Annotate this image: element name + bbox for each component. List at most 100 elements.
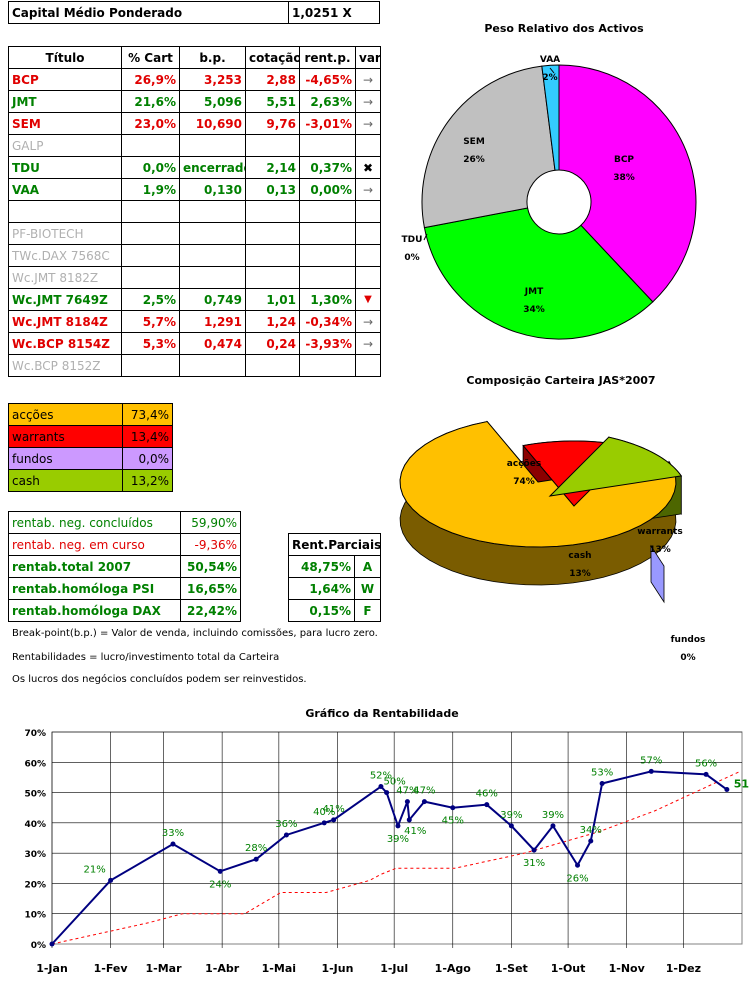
- data-point: [575, 862, 581, 868]
- table-row: Wc.JMT 8182Z: [8, 266, 381, 289]
- partials-table: Rent.Parciais 48,75% A 1,64% W 0,15% F: [287, 533, 382, 622]
- cell-bp: [179, 134, 246, 157]
- pie-percent-label: 74%: [513, 477, 535, 487]
- asset-weight-pie-chart: Peso Relativo dos Activos BCP 38% JMT 34% TDU…: [402, 22, 697, 340]
- data-point: [378, 784, 384, 790]
- returns-row: rentab. neg. concluídos 59,90%: [8, 511, 241, 534]
- pie-slice-bcp: [558, 64, 697, 303]
- partials-row: 48,75% A: [288, 555, 382, 578]
- cell-cotacao: [245, 222, 300, 245]
- partials-value: 0,15%: [288, 599, 355, 622]
- returns-value: 50,54%: [180, 555, 241, 578]
- returns-value: 16,65%: [180, 577, 241, 600]
- cell-bp: encerrado: [179, 156, 246, 179]
- cell-var-icon: →: [355, 68, 381, 91]
- table-header-2: b.p.: [179, 46, 246, 69]
- pie-label: acções: [507, 459, 541, 469]
- header-bar: Capital Médio Ponderado 1,0251 X: [8, 1, 380, 24]
- data-point: [108, 877, 114, 883]
- data-label: 51%: [734, 778, 749, 791]
- data-label: 56%: [695, 758, 717, 769]
- allocation-value: 73,4%: [122, 403, 173, 426]
- partials-value: 1,64%: [288, 577, 355, 600]
- cell-titulo: Wc.JMT 8184Z: [8, 310, 122, 333]
- cell-pct: 23,0%: [121, 112, 180, 135]
- data-point: [395, 823, 401, 829]
- cell-titulo: Wc.BCP 8154Z: [8, 332, 122, 355]
- returns-table: rentab. neg. concluídos 59,90% rentab. neg…: [8, 511, 241, 622]
- cell-pct: [121, 134, 180, 157]
- pie-percent-label: 26%: [463, 155, 485, 165]
- partials-row: 0,15% F: [288, 599, 382, 622]
- data-label: 36%: [275, 819, 297, 830]
- cell-var-icon: →: [355, 178, 381, 201]
- cell-rent: 0,37%: [299, 156, 356, 179]
- cell-bp: 1,291: [179, 310, 246, 333]
- data-point: [450, 805, 456, 811]
- data-point: [648, 768, 654, 774]
- allocation-value: 13,2%: [122, 469, 173, 492]
- cell-cotacao: 0,13: [245, 178, 300, 201]
- cell-pct: 0,0%: [121, 156, 180, 179]
- pie-label: cash: [568, 551, 591, 561]
- partials-letter: F: [353, 599, 382, 622]
- cell-bp: [179, 266, 246, 289]
- data-label: 50%: [383, 777, 405, 788]
- data-label: 33%: [162, 828, 184, 839]
- data-label: 34%: [580, 825, 602, 836]
- table-row: Wc.BCP 8154Z 5,3% 0,474 0,24 -3,93% →: [8, 332, 381, 355]
- cell-rent: [299, 266, 356, 289]
- cell-bp: 0,474: [179, 332, 246, 355]
- portfolio-composition-pie-chart: Composição Carteira JAS*2007 acções 74% war…: [399, 374, 706, 663]
- cell-pct: [121, 244, 180, 267]
- allocation-table: acções 73,4% warrants 13,4% fundos 0,0% cash 13…: [8, 403, 173, 492]
- x-tick-label: 1-Jan: [36, 962, 68, 975]
- table-header-1: % Cart: [121, 46, 180, 69]
- cell-bp: 10,690: [179, 112, 246, 135]
- cell-titulo: JMT: [8, 90, 122, 113]
- data-point: [321, 820, 327, 826]
- data-label: 40%: [313, 807, 335, 818]
- leader-line: [423, 233, 428, 241]
- cell-rent: -4,65%: [299, 68, 356, 91]
- cell-cotacao: [245, 244, 300, 267]
- cell-cotacao: 2,88: [245, 68, 300, 91]
- allocation-row: cash 13,2%: [8, 469, 173, 492]
- cell-titulo: BCP: [8, 68, 122, 91]
- data-label: 53%: [591, 767, 613, 778]
- table-header-4: rent.p.: [299, 46, 356, 69]
- cell-bp: [179, 354, 246, 377]
- pie-label: fundos: [671, 635, 706, 645]
- allocation-row: acções 73,4%: [8, 403, 173, 426]
- x-tick-label: 1-Dez: [666, 962, 701, 975]
- x-tick-label: 1-Out: [551, 962, 586, 975]
- table-row: Wc.BCP 8152Z: [8, 354, 381, 377]
- cell-var-icon: →: [355, 332, 381, 355]
- returns-row: rentab.homóloga DAX 22,42%: [8, 599, 241, 622]
- cell-titulo: Wc.JMT 8182Z: [8, 266, 122, 289]
- partials-letter: A: [353, 555, 382, 578]
- data-point: [550, 823, 556, 829]
- pie-label: BCP: [614, 155, 634, 165]
- y-tick-label: 30%: [24, 850, 46, 860]
- pie-slice-vaa: [541, 64, 560, 171]
- table-row: VAA 1,9% 0,130 0,13 0,00% →: [8, 178, 381, 201]
- data-point: [217, 868, 223, 874]
- returns-label: rentab.homóloga DAX: [8, 599, 181, 622]
- y-tick-label: 60%: [24, 759, 46, 769]
- cell-pct: [121, 354, 180, 377]
- pie-slice-fundos: [650, 544, 665, 604]
- table-row: Wc.JMT 8184Z 5,7% 1,291 1,24 -0,34% →: [8, 310, 381, 333]
- cell-cotacao: 1,01: [245, 288, 300, 311]
- pie-percent-label: 0%: [404, 253, 419, 263]
- cell-bp: 0,749: [179, 288, 246, 311]
- data-point: [170, 841, 176, 847]
- cell-pct: 21,6%: [121, 90, 180, 113]
- cell-rent: 0,00%: [299, 178, 356, 201]
- data-point: [406, 817, 412, 823]
- allocation-label: cash: [8, 469, 123, 492]
- return-line-chart: Gráfico da Rentabilidade 0% 10% 20% 30% 40% 50…: [24, 707, 749, 975]
- data-label: 26%: [566, 873, 588, 884]
- benchmark-series-line: [51, 770, 741, 945]
- pie-percent-label: 2%: [542, 73, 557, 83]
